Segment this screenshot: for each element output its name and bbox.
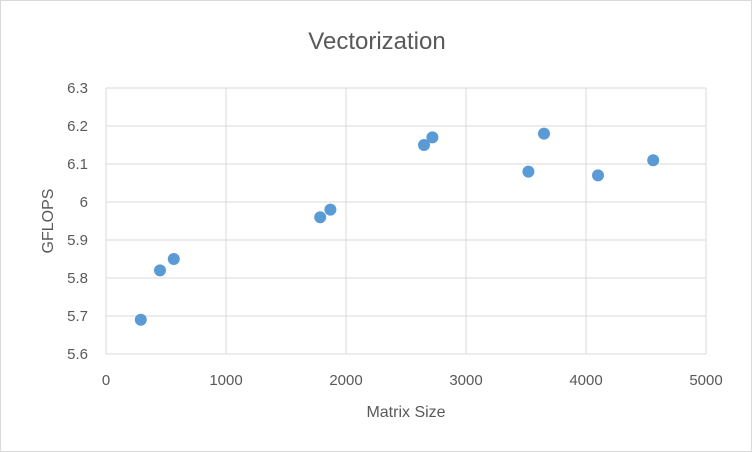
gridlines	[105, 87, 707, 355]
data-point	[592, 169, 604, 182]
x-axis-ticks: 0 1000 2000 3000 4000 5000	[102, 372, 723, 389]
chart-title: Vectorization	[308, 28, 445, 55]
y-tick-label: 5.8	[67, 270, 88, 287]
y-tick-label: 6.3	[67, 80, 88, 97]
data-points	[134, 127, 660, 326]
y-tick-label: 6	[80, 194, 88, 211]
y-tick-label: 5.9	[67, 232, 88, 249]
x-tick-label: 1000	[209, 372, 242, 389]
x-tick-label: 3000	[449, 372, 482, 389]
data-point	[426, 131, 439, 144]
x-tick-label: 2000	[329, 372, 362, 389]
y-tick-label: 5.7	[67, 308, 88, 325]
data-point	[418, 139, 430, 151]
data-point	[324, 203, 337, 216]
y-tick-label: 6.2	[67, 118, 88, 135]
x-axis-title: Matrix Size	[366, 404, 445, 421]
data-point	[538, 127, 550, 140]
x-tick-label: 4000	[569, 372, 602, 389]
data-point	[314, 211, 327, 224]
y-tick-label: 5.6	[67, 346, 88, 363]
y-tick-label: 6.1	[67, 156, 88, 173]
x-tick-label: 5000	[689, 372, 722, 389]
x-tick-label: 0	[102, 372, 110, 389]
y-axis-title: GFLOPS	[40, 189, 57, 254]
data-point	[167, 253, 180, 265]
data-point	[647, 154, 660, 167]
data-point	[522, 165, 535, 178]
data-point	[134, 313, 147, 326]
data-point	[154, 264, 166, 277]
y-axis-ticks: 5.6 5.7 5.8 5.9 6 6.1 6.2 6.3	[67, 80, 88, 363]
